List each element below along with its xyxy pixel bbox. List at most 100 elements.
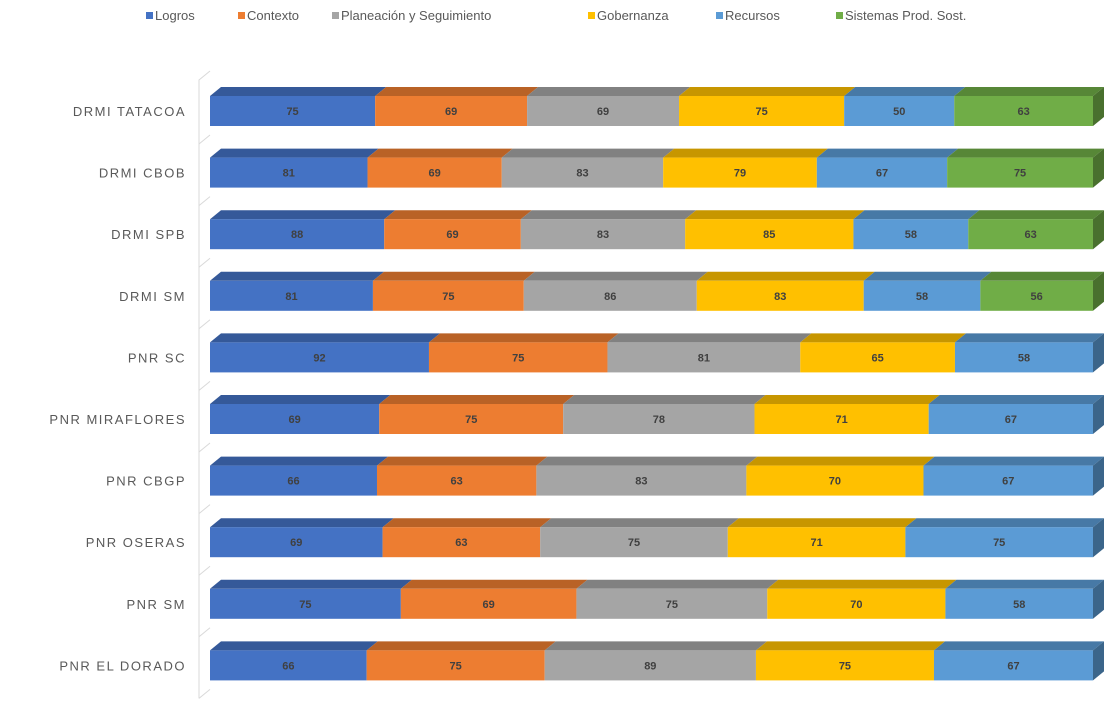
- bar-front-2-4: [853, 219, 969, 250]
- data-label-3-5: 56: [1031, 291, 1043, 303]
- bar-side-8: [1093, 579, 1104, 619]
- data-label-0-1: 69: [445, 106, 457, 118]
- bar-segment-2-5: 63: [968, 210, 1104, 250]
- data-label-0-0: 75: [286, 106, 298, 118]
- data-label-6-1: 63: [451, 476, 463, 488]
- data-label-9-0: 66: [282, 660, 294, 672]
- bar-segment-0-4: 50: [844, 87, 966, 126]
- data-label-4-4: 58: [1018, 352, 1030, 364]
- bar-front-5-4: [928, 404, 1093, 434]
- bar-segment-6-2: 83: [536, 456, 758, 496]
- bar-segment-7-4: 75: [905, 518, 1104, 558]
- bar-front-7-3: [727, 527, 906, 558]
- legend-label-4: Recursos: [725, 8, 780, 23]
- bar-side-9: [1093, 641, 1104, 681]
- axis-tick-6: [198, 504, 211, 514]
- chart-legend: Logros Contexto Planeación y Seguimiento Go…: [146, 8, 966, 23]
- legend-swatch-2: [332, 12, 339, 19]
- bar-top-8-0: [210, 579, 412, 589]
- bar-front-6-0: [210, 465, 377, 496]
- bar-top-5-4: [928, 395, 1104, 404]
- data-label-9-1: 75: [450, 660, 462, 672]
- bar-top-3-3: [696, 271, 875, 281]
- bar-front-5-2: [563, 404, 755, 434]
- bar-top-8-1: [400, 579, 588, 589]
- data-label-7-1: 63: [455, 537, 467, 549]
- legend-swatch-3: [588, 12, 595, 19]
- axis-tick-4: [198, 381, 211, 391]
- bar-top-0-5: [954, 87, 1104, 96]
- bar-top-9-4: [933, 641, 1104, 651]
- bar-front-7-2: [540, 527, 728, 558]
- bar-front-3-2: [523, 280, 697, 311]
- bar-segment-4-4: 58: [954, 333, 1104, 373]
- data-label-0-3: 75: [755, 106, 767, 118]
- category-labels: DRMI TATACOA DRMI CBOB DRMI SPB DRMI SM PNR …: [49, 104, 186, 673]
- bar-top-4-1: [428, 333, 619, 343]
- bar-top-3-1: [372, 271, 535, 281]
- bar-top-0-2: [527, 87, 691, 96]
- bar-top-5-1: [379, 395, 575, 404]
- data-label-7-3: 71: [810, 537, 822, 549]
- category-label-8: PNR SM: [126, 597, 186, 612]
- data-label-3-2: 86: [604, 291, 616, 303]
- bar-top-3-5: [980, 271, 1104, 281]
- bar-segment-7-1: 63: [382, 518, 552, 558]
- bar-front-9-3: [755, 650, 934, 681]
- bar-front-1-4: [816, 157, 948, 188]
- data-label-8-4: 58: [1013, 599, 1025, 611]
- bar-side-4: [1093, 333, 1104, 373]
- bar-front-6-3: [746, 465, 924, 496]
- bar-front-6-2: [536, 465, 747, 496]
- bar-top-6-2: [536, 456, 758, 466]
- legend-label-3: Gobernanza: [597, 8, 669, 23]
- bar-top-7-0: [210, 518, 394, 528]
- category-label-7: PNR OSERAS: [86, 535, 186, 550]
- bar-front-0-3: [679, 96, 845, 126]
- legend-swatch-4: [716, 12, 723, 19]
- bar-side-7: [1093, 518, 1104, 558]
- bar-top-0-3: [679, 87, 856, 96]
- bar-top-1-0: [210, 148, 379, 158]
- bar-segment-1-3: 79: [663, 148, 828, 188]
- bar-segment-8-4: 58: [945, 579, 1104, 619]
- data-label-2-3: 85: [763, 229, 775, 241]
- legend-label-2: Planeación y Seguimiento: [341, 8, 491, 23]
- bar-top-2-2: [520, 210, 697, 220]
- data-label-3-4: 58: [916, 291, 928, 303]
- data-label-7-4: 75: [993, 537, 1005, 549]
- chart-bars: 75 69 69 75 50 63 81 69 83 79 67 75 88 69 83 85 58 63 81 75…: [210, 87, 1104, 681]
- bar-row-7: 69 63 75 71 75: [210, 518, 1104, 558]
- data-label-7-0: 69: [290, 537, 302, 549]
- axis-tick-0: [198, 134, 211, 145]
- bar-top-3-0: [210, 271, 384, 281]
- data-label-9-2: 89: [644, 660, 656, 672]
- bar-segment-9-0: 66: [210, 641, 378, 681]
- bar-front-1-5: [947, 157, 1093, 188]
- bar-top-5-2: [563, 395, 766, 404]
- data-label-0-5: 63: [1018, 106, 1030, 118]
- bar-front-6-4: [923, 465, 1093, 496]
- bar-segment-0-2: 69: [527, 87, 691, 126]
- bar-top-7-3: [727, 518, 917, 528]
- data-label-5-0: 69: [288, 414, 300, 426]
- bar-front-4-0: [210, 342, 429, 373]
- axis-wall-line: [198, 70, 211, 699]
- data-label-5-3: 71: [835, 414, 847, 426]
- bar-front-1-1: [367, 157, 502, 188]
- bar-row-2: 88 69 83 85 58 63: [210, 210, 1104, 250]
- bar-front-3-0: [210, 280, 373, 311]
- category-label-1: DRMI CBOB: [99, 166, 186, 181]
- data-label-9-3: 75: [839, 660, 851, 672]
- bar-segment-3-3: 83: [696, 271, 875, 311]
- bar-top-5-0: [210, 395, 391, 404]
- bar-segment-0-5: 63: [954, 87, 1104, 126]
- bar-segment-0-0: 75: [210, 87, 387, 126]
- bar-segment-4-3: 65: [800, 333, 966, 373]
- legend-label-0: Logros: [155, 8, 195, 23]
- axis-tick-3: [198, 319, 211, 330]
- bar-segment-5-4: 67: [928, 395, 1104, 434]
- bar-top-2-0: [210, 210, 396, 220]
- bar-segment-1-1: 69: [367, 148, 513, 188]
- axis-tick-1: [198, 196, 211, 206]
